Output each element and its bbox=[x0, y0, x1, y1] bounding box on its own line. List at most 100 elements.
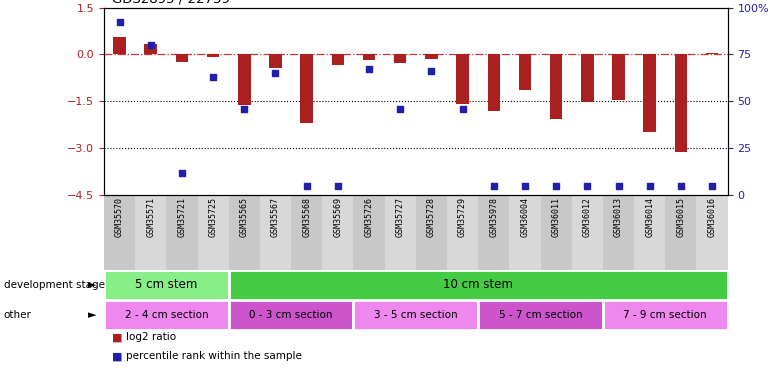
Text: ►: ► bbox=[88, 280, 96, 290]
Bar bbox=[322, 195, 353, 270]
Bar bbox=[634, 195, 665, 270]
Text: GSM35569: GSM35569 bbox=[333, 197, 343, 237]
Bar bbox=[394, 54, 407, 63]
Bar bbox=[457, 54, 469, 104]
Bar bbox=[478, 300, 603, 330]
Point bbox=[706, 183, 718, 189]
Bar bbox=[510, 195, 541, 270]
Bar bbox=[229, 195, 260, 270]
Text: 2 - 4 cm section: 2 - 4 cm section bbox=[125, 310, 208, 320]
Point bbox=[644, 183, 656, 189]
Bar bbox=[363, 54, 375, 60]
Bar bbox=[104, 270, 229, 300]
Point bbox=[207, 74, 219, 80]
Point bbox=[238, 106, 250, 112]
Text: GSM35565: GSM35565 bbox=[239, 197, 249, 237]
Point bbox=[113, 20, 126, 26]
Text: GDS2895 / 22759: GDS2895 / 22759 bbox=[112, 0, 229, 6]
Bar bbox=[644, 54, 656, 132]
Bar bbox=[603, 300, 728, 330]
Text: GSM36004: GSM36004 bbox=[521, 197, 530, 237]
Point bbox=[581, 183, 594, 189]
Bar bbox=[332, 54, 344, 65]
Bar bbox=[145, 44, 157, 54]
Bar bbox=[104, 195, 136, 270]
Text: 7 - 9 cm section: 7 - 9 cm section bbox=[624, 310, 707, 320]
Bar bbox=[603, 195, 634, 270]
Bar bbox=[425, 54, 437, 59]
Bar bbox=[176, 54, 188, 62]
Bar bbox=[197, 195, 229, 270]
Bar bbox=[487, 54, 500, 111]
Bar bbox=[697, 195, 728, 270]
Text: log2 ratio: log2 ratio bbox=[126, 333, 176, 342]
Point bbox=[519, 183, 531, 189]
Bar bbox=[665, 195, 696, 270]
Bar bbox=[478, 195, 510, 270]
Text: GSM35567: GSM35567 bbox=[271, 197, 280, 237]
Bar bbox=[238, 54, 250, 105]
Point bbox=[332, 183, 344, 189]
Bar bbox=[166, 195, 197, 270]
Text: GSM36012: GSM36012 bbox=[583, 197, 592, 237]
Point bbox=[457, 106, 469, 112]
Text: GSM35728: GSM35728 bbox=[427, 197, 436, 237]
Text: development stage: development stage bbox=[4, 280, 105, 290]
Bar bbox=[270, 54, 282, 68]
Text: GSM36015: GSM36015 bbox=[676, 197, 685, 237]
Bar bbox=[581, 54, 594, 102]
Bar bbox=[519, 54, 531, 90]
Text: ■: ■ bbox=[112, 351, 122, 361]
Bar bbox=[300, 54, 313, 123]
Text: 0 - 3 cm section: 0 - 3 cm section bbox=[249, 310, 333, 320]
Text: GSM36011: GSM36011 bbox=[551, 197, 561, 237]
Bar bbox=[229, 270, 728, 300]
Text: GSM35729: GSM35729 bbox=[458, 197, 467, 237]
Point bbox=[425, 68, 437, 74]
Text: 5 cm stem: 5 cm stem bbox=[135, 279, 198, 291]
Bar bbox=[353, 195, 385, 270]
Text: GSM35571: GSM35571 bbox=[146, 197, 156, 237]
Bar bbox=[571, 195, 603, 270]
Text: GSM35978: GSM35978 bbox=[489, 197, 498, 237]
Bar bbox=[113, 37, 126, 54]
Point bbox=[550, 183, 562, 189]
Text: ■: ■ bbox=[112, 333, 122, 342]
Text: 3 - 5 cm section: 3 - 5 cm section bbox=[374, 310, 457, 320]
Point bbox=[270, 70, 282, 76]
Point bbox=[394, 106, 407, 112]
Text: 5 - 7 cm section: 5 - 7 cm section bbox=[499, 310, 582, 320]
Text: other: other bbox=[4, 310, 32, 320]
Text: GSM35725: GSM35725 bbox=[209, 197, 218, 237]
Bar bbox=[675, 54, 687, 152]
Text: GSM35721: GSM35721 bbox=[177, 197, 186, 237]
Bar bbox=[612, 54, 624, 100]
Point bbox=[675, 183, 687, 189]
Bar bbox=[706, 53, 718, 54]
Bar bbox=[291, 195, 322, 270]
Bar bbox=[416, 195, 447, 270]
Text: GSM35570: GSM35570 bbox=[115, 197, 124, 237]
Text: GSM35726: GSM35726 bbox=[364, 197, 373, 237]
Point bbox=[612, 183, 624, 189]
Text: GSM35568: GSM35568 bbox=[302, 197, 311, 237]
Text: GSM36013: GSM36013 bbox=[614, 197, 623, 237]
Text: GSM36016: GSM36016 bbox=[708, 197, 717, 237]
Bar bbox=[550, 54, 562, 119]
Bar bbox=[260, 195, 291, 270]
Point bbox=[487, 183, 500, 189]
Bar bbox=[207, 54, 219, 57]
Text: GSM35727: GSM35727 bbox=[396, 197, 405, 237]
Point bbox=[363, 66, 375, 72]
Text: ►: ► bbox=[88, 310, 96, 320]
Bar bbox=[229, 300, 353, 330]
Bar bbox=[104, 300, 229, 330]
Bar bbox=[447, 195, 478, 270]
Point bbox=[176, 170, 188, 176]
Bar bbox=[541, 195, 571, 270]
Point bbox=[300, 183, 313, 189]
Text: percentile rank within the sample: percentile rank within the sample bbox=[126, 351, 301, 361]
Point bbox=[145, 42, 157, 48]
Text: 10 cm stem: 10 cm stem bbox=[444, 279, 513, 291]
Bar bbox=[353, 300, 478, 330]
